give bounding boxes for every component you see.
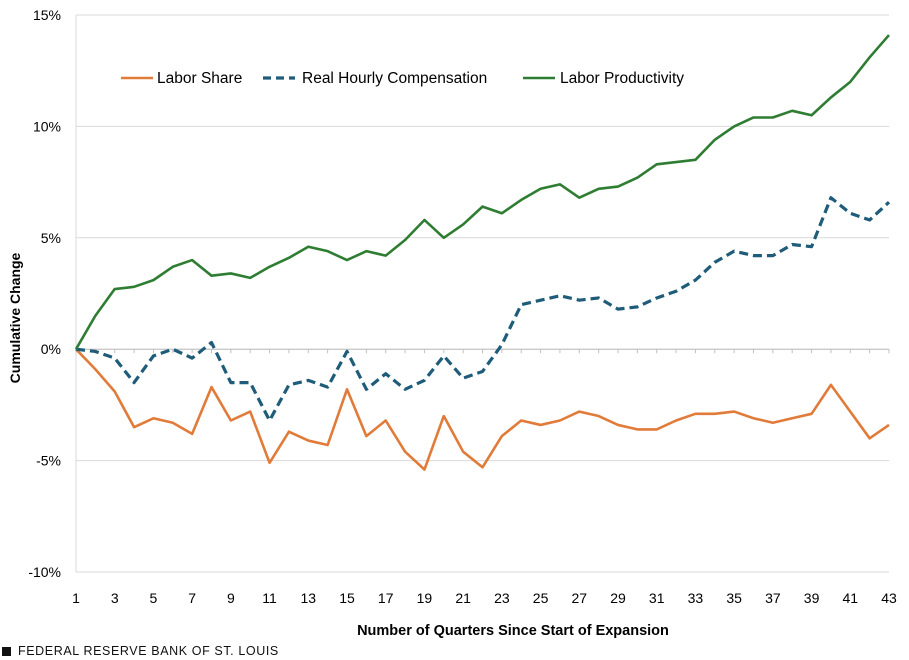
x-tick-label: 1 xyxy=(72,590,80,606)
series-line-labor-share xyxy=(75,348,890,471)
chart-svg: -10%-5%0%5%10%15%1 3 5 7 9 11 13 15 17 19 21 23 25 27… xyxy=(7,7,897,639)
x-tick-label: 15 xyxy=(339,590,355,606)
y-tick-label: 10% xyxy=(33,118,61,134)
x-tick-label: 19 xyxy=(417,590,433,606)
x-tick-label: 29 xyxy=(610,590,626,606)
x-tick-label: 35 xyxy=(726,590,742,606)
series-lines xyxy=(74,34,891,471)
x-tick-label: 37 xyxy=(765,590,781,606)
footer-source-text: FEDERAL RESERVE BANK OF ST. LOUIS xyxy=(18,644,279,658)
legend-label: Labor Productivity xyxy=(560,70,684,87)
axes: -10%-5%0%5%10%15%1 3 5 7 9 11 13 15 17 19 21 23 25 27… xyxy=(28,7,897,606)
x-tick-label: 41 xyxy=(842,590,858,606)
x-tick-label: 43 xyxy=(881,590,897,606)
y-tick-label: -5% xyxy=(36,453,61,469)
x-tick-label: 23 xyxy=(494,590,510,606)
legend-label: Labor Share xyxy=(157,70,242,87)
footer-square-icon xyxy=(2,646,11,656)
x-tick-label: 31 xyxy=(649,590,665,606)
x-axis-label: Number of Quarters Since Start of Expans… xyxy=(357,623,669,639)
chart: -10% -5% 0% 5% 10% 15% 1 3 5 7 9 11 13 15 17 19 21 23 25 27… xyxy=(7,7,897,639)
x-tick-label: 11 xyxy=(262,590,277,606)
legend-label: Real Hourly Compensation xyxy=(302,70,487,87)
x-tick-label: 17 xyxy=(378,590,394,606)
series-line-labor-productivity xyxy=(74,34,890,350)
y-tick-label: -10% xyxy=(28,564,61,580)
x-tick-label: 7 xyxy=(188,590,196,606)
y-tick-label: 0% xyxy=(41,341,61,357)
x-tick-label: 5 xyxy=(150,590,158,606)
x-tick-label: 21 xyxy=(455,590,471,606)
y-axis-label: Cumulative Change xyxy=(7,252,23,383)
y-tick-label: 15% xyxy=(33,7,61,23)
x-tick-label: 39 xyxy=(804,590,820,606)
x-tick-label: 9 xyxy=(227,590,235,606)
x-tick-label: 27 xyxy=(571,590,587,606)
x-tick-label: 33 xyxy=(688,590,704,606)
gridlines xyxy=(76,14,889,573)
x-tick-label: 3 xyxy=(111,590,119,606)
series-line-real-hourly-compensation xyxy=(75,196,891,423)
x-tick-label: 13 xyxy=(300,590,316,606)
y-tick-label: 5% xyxy=(41,230,61,246)
x-tick-label: 25 xyxy=(533,590,549,606)
footer-source: FEDERAL RESERVE BANK OF ST. LOUIS xyxy=(2,644,279,658)
legend: Labor Share Real Hourly Compensation Labor… xyxy=(121,70,684,87)
